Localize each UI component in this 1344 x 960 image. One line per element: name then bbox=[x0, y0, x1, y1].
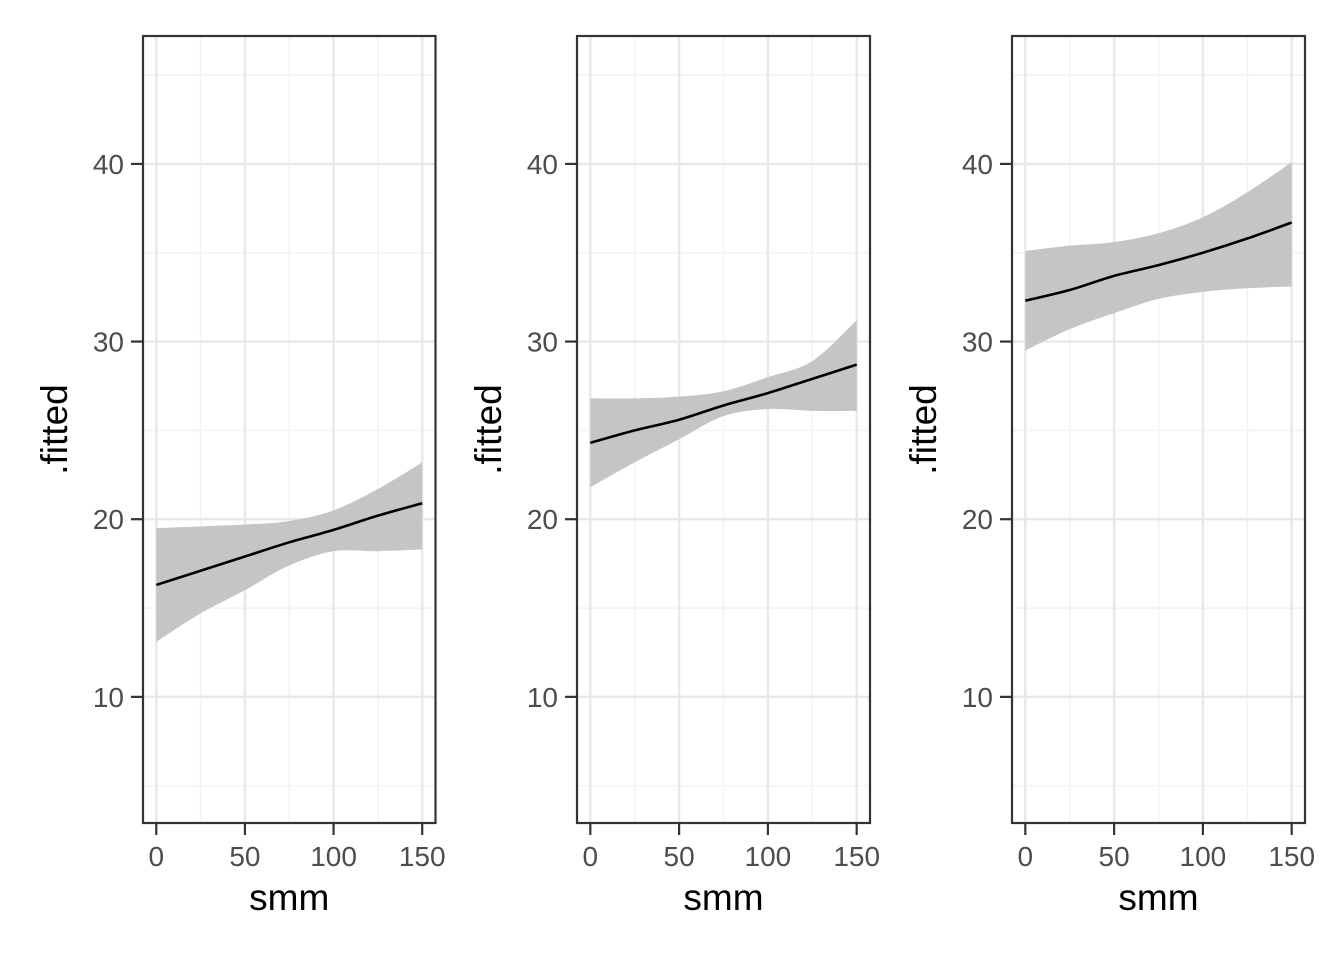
y-tick-label: 10 bbox=[93, 682, 124, 713]
confidence-ribbon bbox=[156, 462, 423, 642]
confidence-ribbon bbox=[1025, 162, 1292, 351]
y-axis-title: .fitted bbox=[468, 384, 509, 475]
panel-2: 0 50 100 150 10 20 30 40 smm .fitted bbox=[468, 34, 880, 918]
y-tick-label: 40 bbox=[527, 149, 558, 180]
x-tick-label: 150 bbox=[833, 841, 880, 872]
x-tick-label: 0 bbox=[149, 841, 165, 872]
fitted-line bbox=[1025, 221, 1293, 302]
y-tick-label: 20 bbox=[962, 504, 993, 535]
y-tick-label: 30 bbox=[527, 327, 558, 358]
panel-border bbox=[1010, 34, 1307, 825]
confidence-ribbon bbox=[590, 320, 857, 488]
x-axis-title: smm bbox=[249, 877, 329, 918]
panel-border bbox=[575, 34, 872, 825]
y-axis-title: .fitted bbox=[903, 384, 944, 475]
x-tick-label: 50 bbox=[664, 841, 695, 872]
x-tick-label: 150 bbox=[1268, 841, 1315, 872]
x-tick-label: 100 bbox=[745, 841, 792, 872]
y-tick-label: 20 bbox=[527, 504, 558, 535]
panel-3: 0 50 100 150 10 20 30 40 smm .fitted bbox=[903, 34, 1315, 918]
fitted-line bbox=[589, 363, 858, 445]
x-tick-label: 100 bbox=[310, 841, 357, 872]
y-axis-title: .fitted bbox=[34, 384, 75, 475]
fitted-line bbox=[155, 501, 423, 587]
y-tick-label: 10 bbox=[527, 682, 558, 713]
x-tick-label: 100 bbox=[1180, 841, 1227, 872]
panel-border bbox=[141, 34, 437, 825]
panel-1: 0 50 100 150 10 20 30 40 smm .fitted bbox=[34, 34, 446, 918]
x-axis-title: smm bbox=[1118, 877, 1198, 918]
y-tick-label: 40 bbox=[962, 149, 993, 180]
y-tick-label: 30 bbox=[93, 327, 124, 358]
y-tick-label: 20 bbox=[93, 504, 124, 535]
x-tick-label: 150 bbox=[399, 841, 446, 872]
x-tick-label: 50 bbox=[229, 841, 260, 872]
y-tick-label: 40 bbox=[93, 149, 124, 180]
y-tick-label: 30 bbox=[962, 327, 993, 358]
x-tick-label: 0 bbox=[583, 841, 599, 872]
x-tick-label: 0 bbox=[1018, 841, 1034, 872]
x-axis-title: smm bbox=[683, 877, 763, 918]
x-tick-label: 50 bbox=[1099, 841, 1130, 872]
y-tick-label: 10 bbox=[962, 682, 993, 713]
